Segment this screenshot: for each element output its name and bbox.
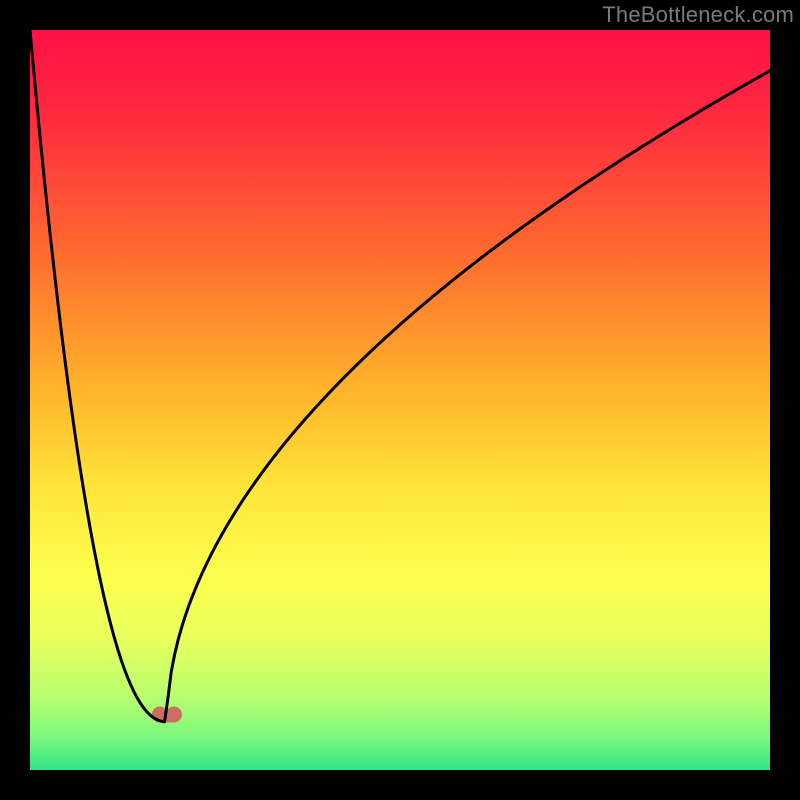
watermark-text: TheBottleneck.com — [602, 2, 794, 28]
bottleneck-chart — [0, 0, 800, 800]
gradient-background — [30, 30, 770, 770]
